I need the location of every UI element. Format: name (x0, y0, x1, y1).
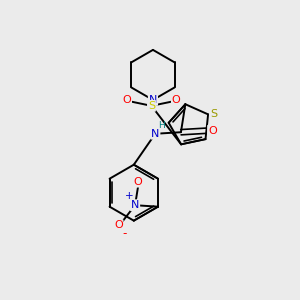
Text: N: N (149, 95, 157, 105)
Text: O: O (134, 177, 142, 187)
Text: H: H (158, 121, 165, 130)
Text: O: O (122, 95, 131, 105)
Text: O: O (114, 220, 123, 230)
Text: S: S (210, 110, 217, 119)
Text: S: S (148, 101, 155, 111)
Text: N: N (131, 200, 139, 210)
Text: +: + (125, 191, 134, 201)
Text: O: O (172, 95, 181, 105)
Text: -: - (123, 227, 127, 240)
Text: N: N (151, 129, 160, 139)
Text: O: O (208, 126, 217, 136)
